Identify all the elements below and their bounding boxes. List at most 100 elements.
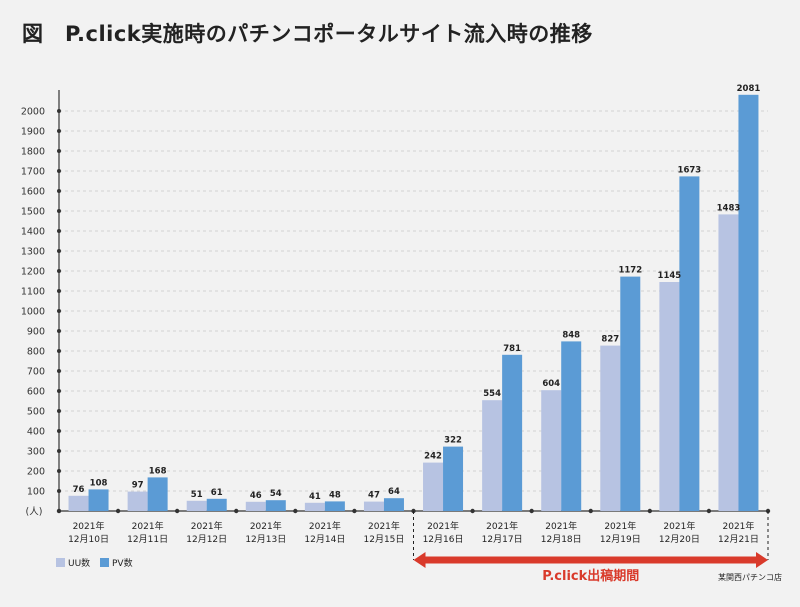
y-tick-label: 200 [27, 467, 45, 478]
x-tick-dot [352, 508, 357, 514]
bar-pv [206, 498, 227, 511]
data-label-uu: 47 [368, 491, 380, 501]
x-tick-label-year: 2021年 [309, 520, 341, 532]
legend-label-uu: UU数 [68, 557, 90, 569]
bar-uu [423, 462, 444, 511]
data-label-pv: 64 [388, 487, 400, 497]
data-label-pv: 781 [503, 344, 521, 354]
y-tick-label: 900 [27, 327, 45, 338]
y-tick-label: 600 [27, 387, 45, 398]
x-tick-label-year: 2021年 [250, 520, 282, 532]
x-tick-label-year: 2021年 [368, 520, 400, 532]
x-tick-dot [647, 508, 653, 514]
y-tick-label: 1000 [21, 307, 45, 318]
x-tick-label-date: 12月10日 [68, 534, 109, 545]
bar-uu [245, 501, 266, 511]
source-note: 某関西パチンコ店 [718, 572, 782, 582]
x-tick-label-date: 12月15日 [364, 534, 405, 545]
x-tick-dot [706, 508, 712, 514]
bar-pv [620, 276, 641, 511]
x-tick-dot [529, 508, 534, 514]
bar-uu [186, 500, 207, 511]
legend-swatch-pv [100, 558, 109, 567]
y-tick-label: 700 [27, 367, 45, 378]
data-label-uu: 46 [250, 491, 262, 501]
data-label-uu: 76 [73, 485, 85, 495]
period-label: P.click出稿期間 [542, 568, 639, 584]
x-tick-label-year: 2021年 [663, 520, 695, 532]
data-label-uu: 1145 [658, 271, 682, 281]
data-label-uu: 604 [542, 379, 560, 389]
bar-pv [383, 498, 404, 511]
data-label-uu: 554 [483, 389, 501, 399]
data-label-pv: 848 [562, 330, 580, 340]
x-tick-label-year: 2021年 [427, 520, 459, 532]
legend-swatch-uu [56, 558, 65, 567]
x-tick-dot [470, 508, 475, 514]
y-tick-label: 100 [27, 487, 45, 498]
x-tick-label-year: 2021年 [723, 520, 755, 532]
bar-uu [363, 501, 384, 511]
data-label-pv: 54 [270, 489, 282, 499]
legend-label-pv: PV数 [112, 557, 133, 569]
x-tick-dot [115, 508, 121, 514]
y-tick-label: 400 [27, 427, 45, 438]
data-label-pv: 1172 [618, 266, 642, 276]
bar-pv [738, 94, 759, 512]
x-tick-label-year: 2021年 [545, 520, 577, 532]
data-label-pv: 1673 [678, 165, 702, 175]
y-tick-label: 300 [27, 447, 45, 458]
y-tick-label: 1400 [21, 227, 45, 238]
bar-pv [88, 489, 109, 511]
x-tick-label-year: 2021年 [486, 520, 518, 532]
x-tick-label-date: 12月21日 [718, 534, 759, 545]
data-label-pv: 322 [444, 436, 462, 446]
x-tick-label-date: 12月11日 [127, 534, 168, 545]
bar-uu [304, 502, 325, 511]
x-tick-label-date: 12月16日 [423, 534, 464, 545]
x-tick-dot [56, 508, 62, 514]
y-axis-label: (人) [26, 507, 43, 518]
bar-pv [443, 446, 464, 511]
bar-uu [659, 282, 680, 511]
bar-uu [718, 214, 739, 511]
bar-uu [68, 495, 89, 511]
y-tick-label: 1300 [21, 247, 45, 258]
bar-pv [147, 477, 168, 511]
y-tick-label: 500 [27, 407, 45, 418]
x-tick-dot [234, 508, 239, 514]
data-label-pv: 2081 [737, 84, 761, 94]
bar-uu [482, 400, 503, 511]
bar-pv [502, 354, 523, 511]
bar-pv [324, 501, 345, 511]
y-tick-label: 2000 [21, 107, 45, 118]
data-label-uu: 242 [424, 452, 442, 462]
x-tick-label-date: 12月12日 [186, 534, 227, 545]
bar-uu [127, 491, 148, 511]
x-tick-dot [174, 508, 180, 514]
bar-pv [561, 341, 582, 511]
x-tick-label-date: 12月17日 [482, 534, 523, 545]
x-tick-dot [293, 508, 298, 514]
y-tick-label: 1500 [21, 207, 45, 218]
x-tick-label-date: 12月14日 [304, 534, 345, 545]
x-tick-label-year: 2021年 [132, 520, 164, 532]
y-tick-label: 800 [27, 347, 45, 358]
data-label-pv: 168 [149, 466, 167, 476]
data-label-uu: 97 [132, 481, 144, 491]
y-tick-label: 1600 [21, 187, 45, 198]
x-tick-label-year: 2021年 [604, 520, 636, 532]
x-tick-label-date: 12月19日 [600, 534, 641, 545]
data-label-pv: 48 [329, 490, 341, 500]
data-label-uu: 41 [309, 492, 321, 502]
x-tick-dot [588, 508, 593, 514]
x-tick-label-date: 12月20日 [659, 534, 700, 545]
y-tick-label: 1100 [21, 287, 45, 298]
y-tick-label: 1800 [21, 147, 45, 158]
data-label-uu: 51 [191, 490, 203, 500]
x-tick-label-date: 12月18日 [541, 534, 582, 545]
chart-title: 図 P.click実施時のパチンコポータルサイト流入時の推移 [22, 22, 593, 46]
bar-pv [679, 176, 700, 511]
bar-uu [541, 390, 562, 511]
